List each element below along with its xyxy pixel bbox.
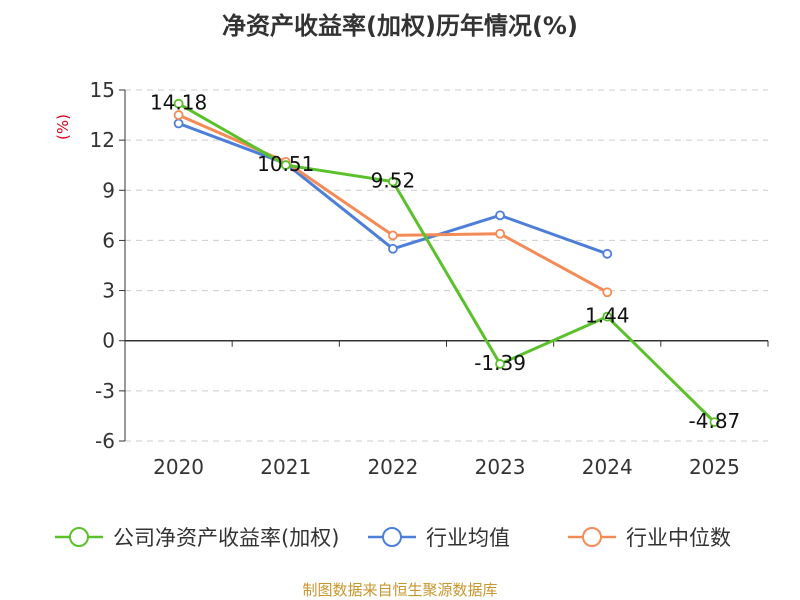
grid-lines	[125, 89, 768, 442]
data-point	[495, 210, 505, 221]
legend-marker-icon	[69, 527, 89, 547]
data-label: 1.44	[585, 304, 630, 328]
data-point	[173, 118, 184, 129]
legend-label: 公司净资产收益率(加权)	[113, 526, 339, 550]
axes: 15 12 9 6 3 0 -3 -6 2020 2021 2022 2023 2024 2025	[90, 78, 769, 479]
data-point	[602, 248, 613, 259]
x-tick-label: 2025	[689, 455, 740, 479]
legend-label: 行业中位数	[626, 526, 731, 550]
data-labels: 14.18 10.51 9.52 -1.39 1.44 -4.87	[150, 91, 740, 433]
legend-marker-icon	[382, 527, 402, 547]
x-tick-label: 2020	[153, 455, 204, 479]
x-tick-label: 2022	[367, 455, 418, 479]
data-point	[602, 287, 613, 298]
data-label: -1.39	[474, 351, 526, 375]
data-point	[602, 311, 613, 322]
data-label: 10.51	[257, 152, 314, 176]
x-tick-label: 2024	[582, 455, 633, 479]
y-tick-label: 9	[102, 178, 115, 202]
y-tick-label: -3	[95, 379, 115, 403]
data-point	[388, 176, 398, 187]
data-point	[388, 230, 398, 241]
data-point	[388, 243, 398, 254]
x-tick-label: 2023	[475, 455, 526, 479]
y-axis-unit-label: (%)	[54, 114, 72, 140]
data-label: -4.87	[689, 409, 741, 433]
y-tick-label: 3	[102, 279, 115, 303]
series-line	[177, 102, 716, 424]
data-point	[173, 98, 184, 109]
y-tick-label: 6	[102, 228, 115, 252]
y-tick-label: 12	[90, 128, 115, 152]
y-tick-label: 0	[102, 329, 115, 353]
data-point	[495, 359, 505, 369]
data-point	[495, 228, 505, 239]
data-label: 9.52	[371, 169, 416, 193]
series-group	[173, 98, 720, 428]
data-point	[280, 160, 291, 170]
x-tick-label: 2021	[260, 455, 311, 479]
legend: 公司净资产收益率(加权) 行业均值 行业中位数	[55, 526, 731, 550]
source-note: 制图数据来自恒生聚源数据库	[302, 581, 497, 599]
data-point	[173, 110, 184, 120]
legend-label: 行业均值	[426, 526, 510, 550]
data-point	[709, 417, 720, 428]
legend-marker-icon	[582, 527, 602, 547]
chart-title: 净资产收益率(加权)历年情况(%)	[222, 12, 578, 40]
data-label: 14.18	[150, 91, 207, 115]
y-tick-label: 15	[90, 78, 115, 102]
y-tick-label: -6	[95, 429, 115, 453]
